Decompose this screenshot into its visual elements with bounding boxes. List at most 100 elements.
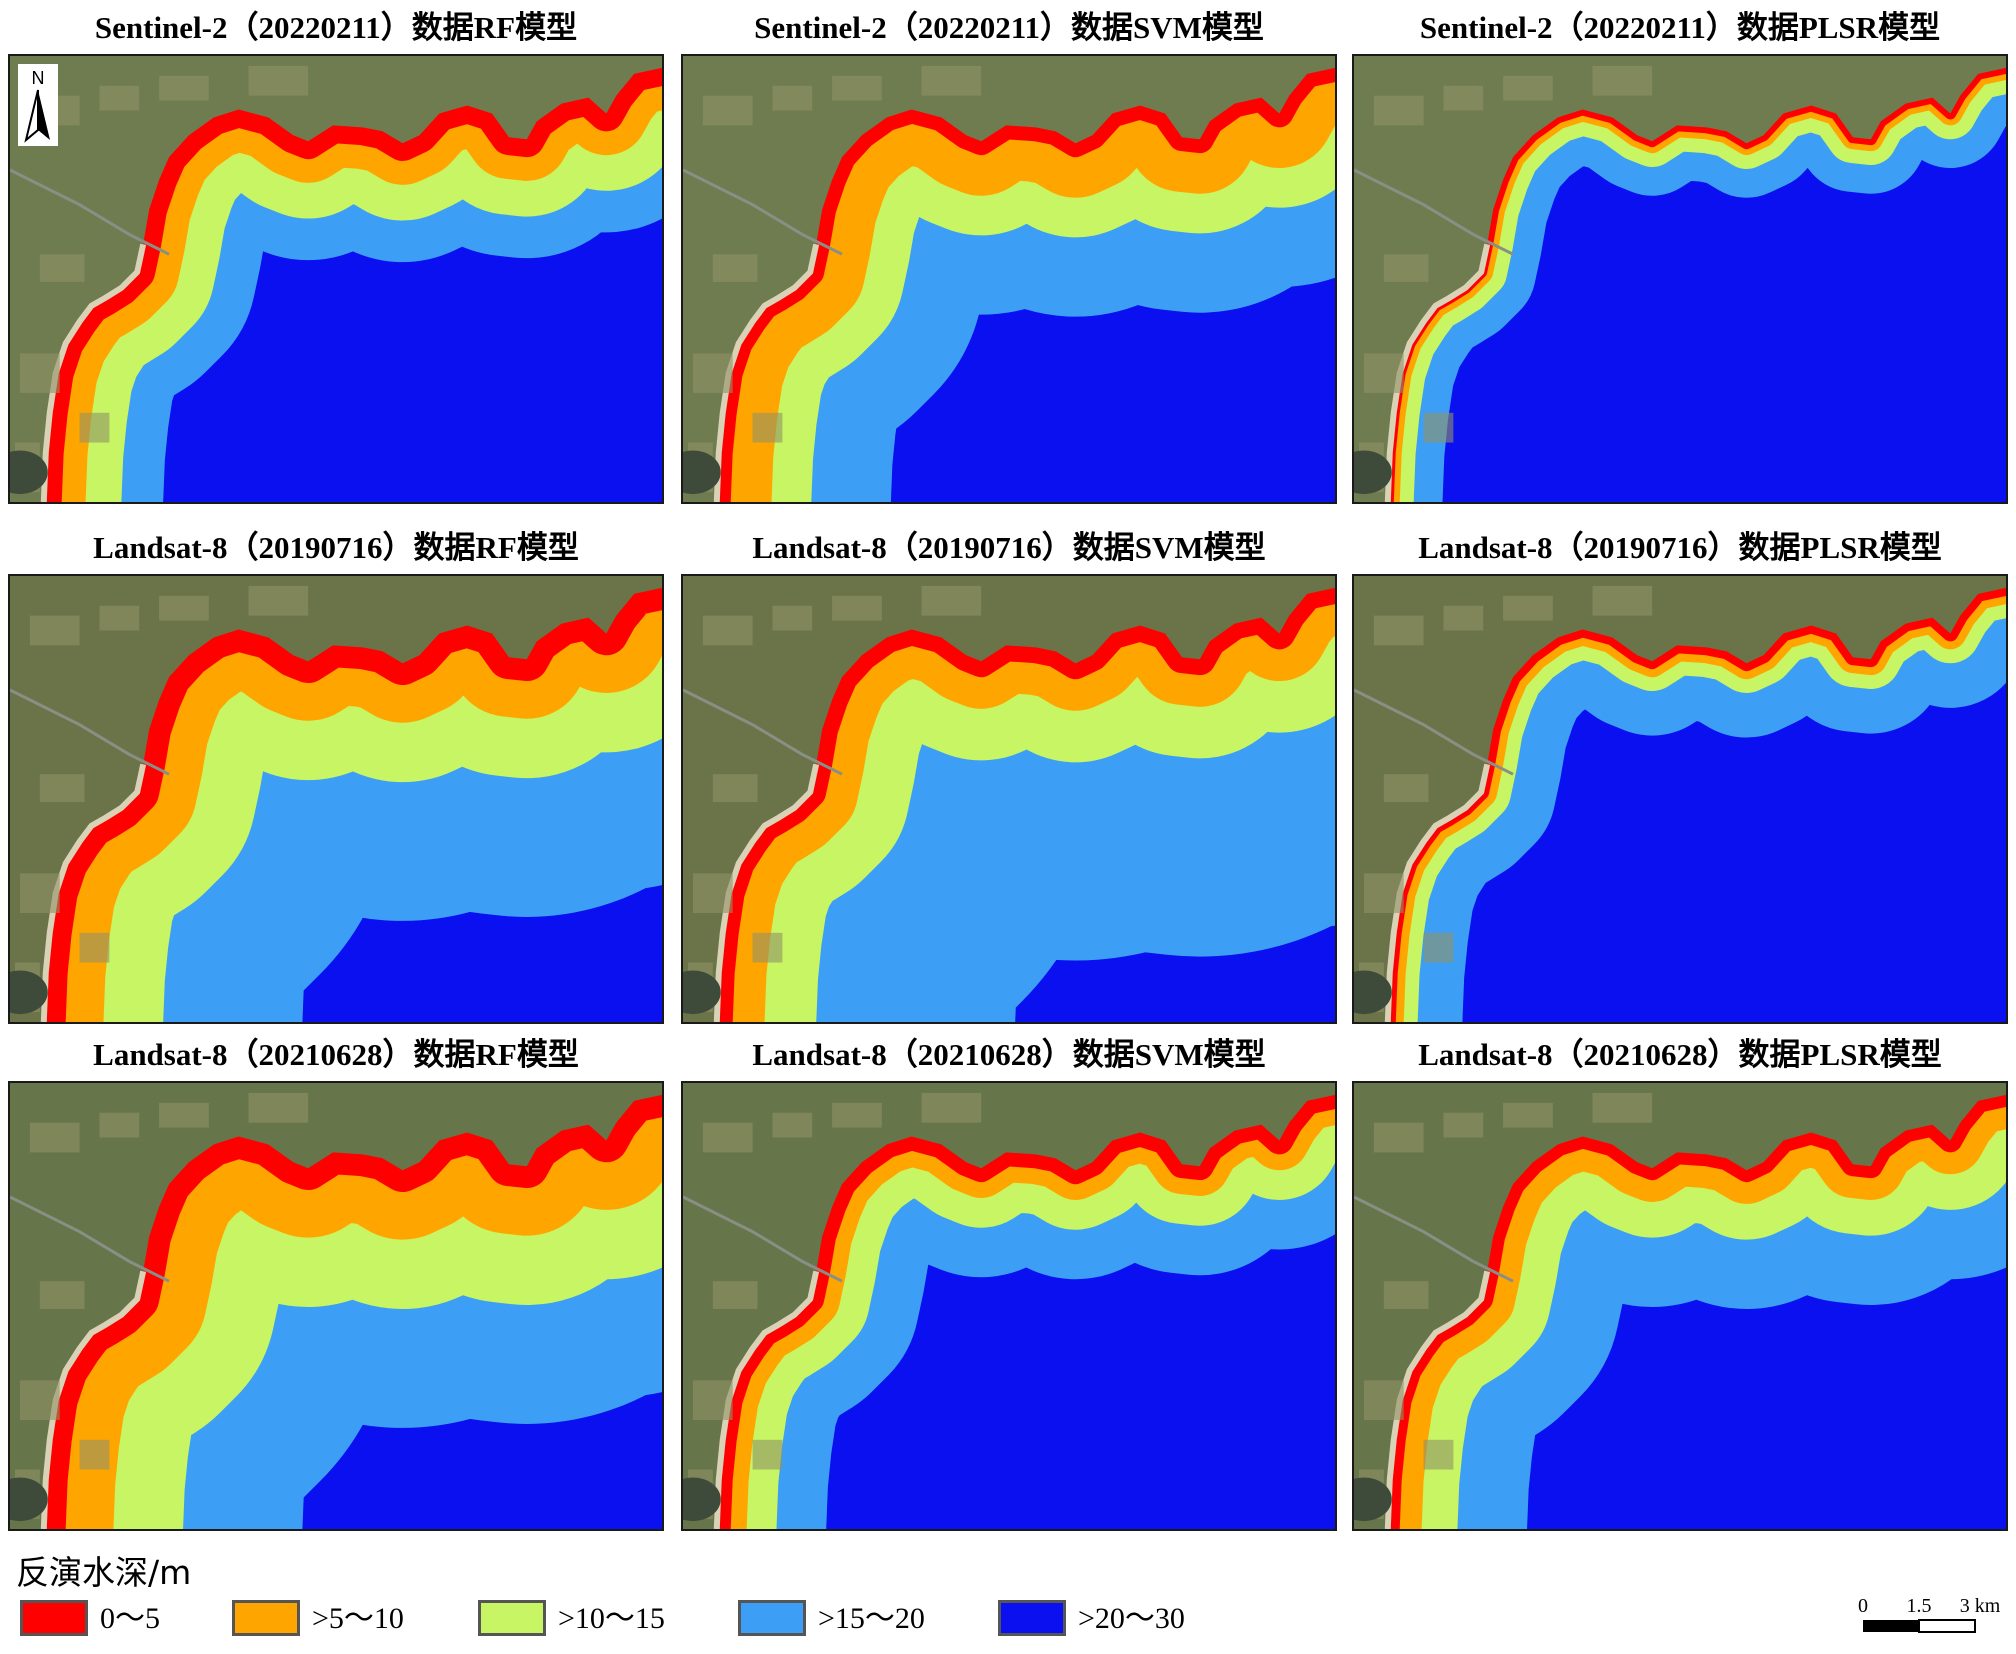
field-patch [1363,873,1404,913]
field-patch [712,774,758,802]
legend-swatch [478,1600,546,1636]
beach-strip [1384,763,1491,1022]
road-line [1354,168,1514,256]
beach-strip [40,1270,147,1529]
beach-strip [40,763,147,1022]
scale-label-end: 3 km [1960,1595,2001,1617]
road-line [683,168,843,256]
north-arrow-icon: N [18,64,58,146]
field-patch [712,254,758,282]
legend-label: >15～20 [818,1602,925,1635]
field-patch [1383,1281,1429,1309]
field-patch [752,412,783,443]
inland-lake [10,450,48,495]
panel-title: Landsat-8（20210628）数据RF模型 [93,1037,579,1072]
field-patch [1373,615,1424,646]
inland-lake [683,450,721,495]
panel-title: Landsat-8（20190716）数据SVM模型 [752,530,1266,565]
beach-strip [1384,1270,1491,1529]
scale-bar-white-segment [1918,1619,1976,1633]
map-panel: Landsat-8（20190716）数据SVM模型 [681,522,1337,1027]
road-line [10,688,170,776]
map-panel: Landsat-8（20210628）数据PLSR模型 [1352,1029,2008,1534]
field-patch [712,1281,758,1309]
beach-strip [40,243,147,502]
field-patch [692,873,733,913]
legend-title: 反演水深/m [16,1553,192,1592]
scale-bar-black-segment [1863,1620,1919,1632]
field-patch [1383,774,1429,802]
field-patch [921,65,982,96]
panel-title: Sentinel-2（20220211）数据RF模型 [94,10,578,45]
field-patch [39,254,85,282]
field-patch [159,595,209,621]
panel-title: Landsat-8（20210628）数据SVM模型 [752,1037,1266,1072]
field-patch [79,412,110,443]
field-patch [1373,1122,1424,1153]
field-patch [99,85,140,111]
field-patch [772,85,813,111]
field-patch [1363,353,1404,393]
field-patch [1592,65,1653,96]
field-patch [832,1102,882,1128]
scale-label-0: 0 [1858,1595,1868,1617]
legend-label: >20～30 [1078,1602,1185,1635]
field-patch [99,1112,140,1138]
field-patch [79,932,110,963]
inland-lake [10,1477,48,1522]
road-line [1354,688,1514,776]
panel-title: Landsat-8（20190716）数据PLSR模型 [1418,530,1942,565]
bathymetry-map [1352,54,2008,504]
field-patch [248,585,309,616]
field-patch [692,353,733,393]
field-patch [832,595,882,621]
bathymetry-map [8,1081,664,1531]
inland-lake [683,970,721,1015]
field-patch [921,585,982,616]
map-panel: Landsat-8（20210628）数据SVM模型 [681,1029,1337,1534]
scale-label-mid: 1.5 [1907,1595,1932,1617]
field-patch [1443,1112,1484,1138]
field-patch [1443,605,1484,631]
field-patch [159,1102,209,1128]
map-panel: Sentinel-2（20220211）数据SVM模型 [681,2,1337,507]
field-patch [772,1112,813,1138]
field-patch [1383,254,1429,282]
map-panel: Landsat-8（20190716）数据PLSR模型 [1352,522,2008,1027]
legend-swatch [998,1600,1066,1636]
field-patch [1503,595,1553,621]
field-patch [752,932,783,963]
legend-swatch [232,1600,300,1636]
field-patch [1503,75,1553,101]
road-line [10,1195,170,1283]
beach-strip [713,243,820,502]
field-patch [752,1439,783,1470]
legend-swatch [738,1600,806,1636]
field-patch [1443,85,1484,111]
bathymetry-map [1352,1081,2008,1531]
legend-label: >5～10 [312,1602,404,1635]
beach-strip [713,1270,820,1529]
panel-title: Landsat-8（20190716）数据RF模型 [93,530,579,565]
field-patch [19,353,60,393]
field-patch [39,774,85,802]
field-patch [1423,932,1454,963]
legend-label: >10～15 [558,1602,665,1635]
map-panel: Sentinel-2（20220211）数据RF模型 N [8,2,664,507]
legend-label: 0～5 [100,1602,160,1635]
bathymetry-map [681,574,1337,1024]
field-patch [1373,95,1424,126]
field-patch [702,1122,753,1153]
field-patch [39,1281,85,1309]
map-panel: Sentinel-2（20220211）数据PLSR模型 [1352,2,2008,507]
road-line [1354,1195,1514,1283]
bathymetry-map [8,574,664,1024]
north-label: N [32,68,45,88]
inland-lake [10,970,48,1015]
field-patch [702,95,753,126]
field-patch [832,75,882,101]
field-patch [159,75,209,101]
map-panel: Landsat-8（20210628）数据RF模型 [8,1029,664,1534]
field-patch [702,615,753,646]
field-patch [1503,1102,1553,1128]
